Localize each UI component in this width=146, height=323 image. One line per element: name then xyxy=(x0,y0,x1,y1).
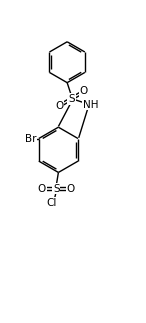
Text: S: S xyxy=(53,183,60,193)
Text: Cl: Cl xyxy=(47,198,57,208)
Text: O: O xyxy=(38,183,46,193)
Text: O: O xyxy=(55,101,63,111)
Text: O: O xyxy=(67,183,75,193)
Text: S: S xyxy=(68,94,75,104)
Text: Br: Br xyxy=(25,133,36,143)
Text: O: O xyxy=(80,87,88,97)
Text: NH: NH xyxy=(83,99,98,109)
